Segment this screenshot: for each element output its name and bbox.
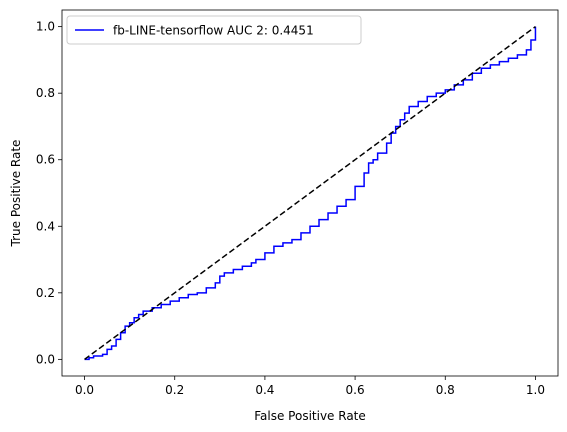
y-axis-label: True Positive Rate xyxy=(9,140,23,248)
x-tick-label-2: 0.4 xyxy=(255,383,274,397)
x-tick-label-5: 1.0 xyxy=(526,383,545,397)
chance-diagonal-line xyxy=(84,26,536,360)
legend-entry-label: fb-LINE-tensorflow AUC 2: 0.4451 xyxy=(113,24,314,38)
legend: fb-LINE-tensorflow AUC 2: 0.4451 xyxy=(66,15,362,45)
roc-curve-line xyxy=(84,26,537,361)
y-tick-label-2: 0.4 xyxy=(36,219,55,233)
x-tick-label-0: 0.0 xyxy=(75,383,94,397)
x-axis-label: False Positive Rate xyxy=(254,409,366,423)
x-tick-label-1: 0.2 xyxy=(165,383,184,397)
legend-box xyxy=(66,15,362,45)
plot-frame xyxy=(61,9,559,377)
y-tick-label-1: 0.2 xyxy=(36,286,55,300)
y-tick-label-3: 0.6 xyxy=(36,153,55,167)
y-tick-label-5: 1.0 xyxy=(36,20,55,34)
x-tick-label-3: 0.6 xyxy=(346,383,365,397)
x-axis-ticks: 0.0 0.2 0.4 0.6 0.8 1.0 xyxy=(75,376,545,397)
series-layer xyxy=(84,26,537,361)
y-axis-ticks: 0.0 0.2 0.4 0.6 0.8 1.0 xyxy=(36,20,62,366)
y-tick-label-4: 0.8 xyxy=(36,86,55,100)
x-tick-label-4: 0.8 xyxy=(436,383,455,397)
y-tick-label-0: 0.0 xyxy=(36,352,55,366)
